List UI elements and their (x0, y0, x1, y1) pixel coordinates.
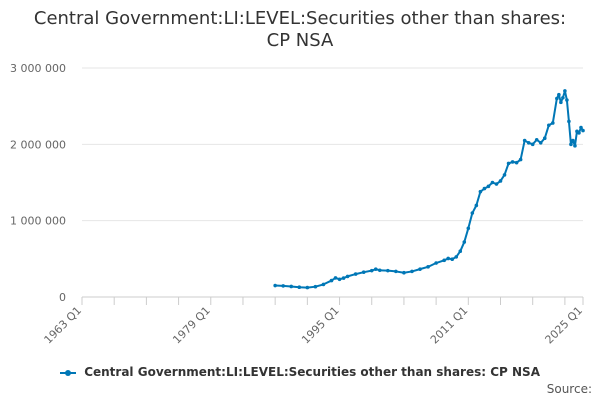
y-tick-label: 2 000 000 (10, 138, 66, 151)
data-point[interactable] (581, 128, 585, 133)
data-point[interactable] (559, 100, 563, 105)
data-point[interactable] (526, 141, 531, 145)
data-point[interactable] (377, 268, 382, 273)
y-tick-label: 3 000 000 (10, 62, 66, 75)
data-point[interactable] (522, 138, 527, 143)
data-point[interactable] (361, 270, 366, 274)
data-point[interactable] (514, 160, 519, 165)
data-point[interactable] (454, 255, 459, 259)
data-point[interactable] (329, 278, 334, 283)
data-point[interactable] (434, 261, 438, 265)
data-point[interactable] (555, 96, 559, 101)
data-point[interactable] (466, 226, 471, 231)
chart-legend[interactable]: Central Government:LI:LEVEL:Securities o… (0, 365, 600, 379)
data-point[interactable] (462, 240, 467, 244)
chart-title-line-1: Central Government:LI:LEVEL:Securities o… (33, 8, 567, 29)
data-point[interactable] (498, 179, 503, 183)
data-point[interactable] (561, 95, 565, 100)
data-point[interactable] (337, 277, 342, 282)
data-point[interactable] (446, 256, 450, 261)
data-point[interactable] (530, 142, 535, 147)
source-label[interactable]: Source: (546, 382, 592, 396)
chart-title: Central Government:LI:LEVEL:Securities o… (0, 8, 600, 52)
data-point[interactable] (373, 267, 378, 271)
data-point[interactable] (494, 182, 499, 186)
data-point[interactable] (547, 123, 551, 128)
x-tick-label: 2025 Q1 (543, 304, 586, 347)
data-point[interactable] (534, 137, 539, 142)
data-point[interactable] (567, 119, 571, 124)
data-point[interactable] (353, 272, 358, 276)
data-point[interactable] (557, 92, 561, 97)
data-point[interactable] (305, 285, 310, 290)
data-point[interactable] (542, 136, 547, 141)
x-tick-label: 1979 Q1 (170, 304, 213, 347)
x-tick-label: 1963 Q1 (42, 304, 85, 347)
data-point[interactable] (551, 121, 555, 125)
data-point[interactable] (313, 284, 318, 289)
data-point[interactable] (579, 125, 583, 130)
data-point[interactable] (281, 284, 286, 288)
data-point[interactable] (333, 276, 338, 280)
data-point[interactable] (510, 160, 515, 164)
data-point[interactable] (474, 203, 479, 208)
data-point[interactable] (571, 138, 575, 143)
grid-lines (82, 67, 583, 222)
data-point[interactable] (478, 189, 483, 194)
data-point[interactable] (426, 265, 430, 269)
data-point[interactable] (394, 269, 398, 274)
y-tick-label: 1 000 000 (10, 215, 66, 228)
axes: 0 1 000 000 2 000 000 3 000 000 1963 Q1 1979 … (10, 62, 585, 346)
data-point[interactable] (402, 270, 406, 275)
legend-label: Central Government:LI:LEVEL:Securities o… (84, 365, 540, 379)
data-point[interactable] (569, 142, 573, 147)
legend-line-icon (60, 368, 76, 378)
data-point[interactable] (386, 268, 390, 273)
data-point[interactable] (563, 89, 567, 93)
x-tick-label: 2011 Q1 (428, 304, 471, 347)
data-point[interactable] (450, 257, 455, 262)
x-tick-label: 1995 Q1 (299, 304, 342, 347)
series-line (275, 89, 584, 289)
data-point[interactable] (369, 268, 374, 273)
y-tick-label: 0 (59, 291, 66, 304)
data-point[interactable] (577, 131, 581, 135)
data-point[interactable] (565, 98, 569, 102)
data-point[interactable] (518, 157, 523, 162)
data-point[interactable] (341, 276, 346, 280)
data-point[interactable] (321, 282, 326, 287)
data-point[interactable] (289, 284, 294, 289)
data-point[interactable] (410, 269, 414, 274)
data-point[interactable] (486, 184, 491, 189)
data-point[interactable] (506, 161, 511, 166)
data-point[interactable] (490, 180, 495, 185)
series-layer (273, 89, 585, 290)
data-point[interactable] (470, 211, 475, 215)
data-point[interactable] (297, 285, 302, 290)
data-point[interactable] (418, 267, 422, 271)
data-point[interactable] (502, 173, 507, 177)
data-point[interactable] (482, 186, 487, 191)
data-point[interactable] (538, 141, 543, 145)
data-point[interactable] (273, 283, 277, 288)
data-point[interactable] (442, 258, 446, 263)
chart-title-line-2: CP NSA (266, 30, 334, 51)
data-point[interactable] (458, 249, 463, 253)
data-point[interactable] (573, 144, 577, 148)
data-point[interactable] (345, 274, 350, 279)
